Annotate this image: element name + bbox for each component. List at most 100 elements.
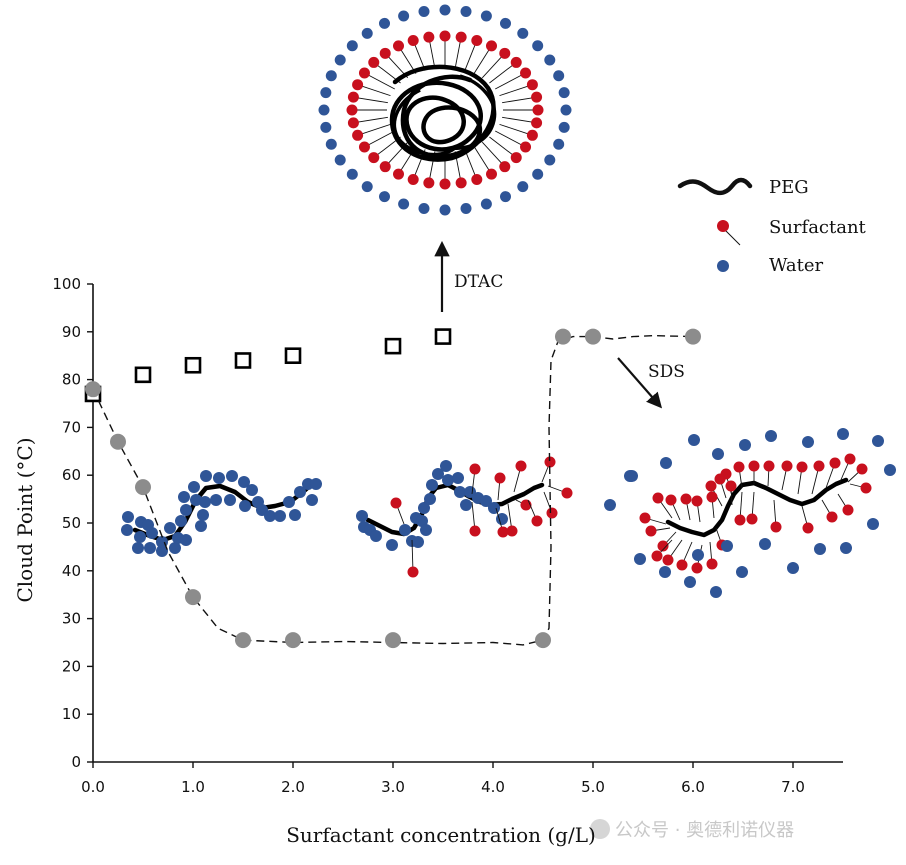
water-molecule <box>210 494 222 506</box>
surfactant-molecule <box>407 174 419 186</box>
surfactant-molecule <box>706 491 718 503</box>
water-molecule <box>200 470 212 482</box>
water-molecule <box>418 502 430 514</box>
surfactant-molecule <box>706 558 718 570</box>
water-molecule <box>712 448 724 460</box>
legend-surfactant-symbol <box>717 220 729 232</box>
water-molecule <box>224 494 236 506</box>
water-molecule <box>346 40 358 52</box>
water-molecule <box>500 191 511 203</box>
surfactant-molecule <box>486 168 497 180</box>
surfactant-molecule <box>856 463 868 475</box>
water-molecule <box>122 511 134 523</box>
surfactant-molecule <box>510 152 522 164</box>
surfactant-molecule <box>763 460 775 472</box>
surfactant-molecule <box>471 34 483 46</box>
water-molecule <box>180 534 192 546</box>
water-molecule <box>195 520 207 532</box>
surfactant-molecule <box>368 56 380 68</box>
water-molecule <box>659 566 671 578</box>
surfactant-molecule <box>455 177 467 189</box>
surfactant-molecule <box>680 493 692 505</box>
water-molecule <box>496 513 508 525</box>
water-molecule <box>320 121 332 133</box>
micelle-illustrations <box>121 4 896 598</box>
surfactant-molecule <box>497 526 509 538</box>
surfactant-molecule <box>662 554 674 566</box>
surfactant-molecule <box>842 504 854 516</box>
surfactant-molecule <box>499 161 511 173</box>
water-molecule <box>134 531 146 543</box>
water-molecule <box>532 168 544 180</box>
sds-point <box>185 589 201 606</box>
legend-water-symbol <box>717 260 729 272</box>
surfactant-molecule <box>368 152 380 164</box>
water-molecule <box>787 562 799 574</box>
legend-label-surfactant: Surfactant <box>769 217 867 238</box>
surfactant-molecule <box>347 117 359 129</box>
water-molecule <box>840 542 852 554</box>
surfactant-molecule <box>639 512 651 524</box>
surfactant-molecule <box>407 34 419 46</box>
water-molecule <box>460 499 472 511</box>
surfactant-molecule <box>813 460 825 472</box>
sds-point <box>135 479 151 496</box>
sds-point <box>585 328 601 345</box>
water-molecule <box>238 476 250 488</box>
surfactant-molecule <box>471 174 483 186</box>
surfactant-molecule <box>860 482 872 494</box>
water-molecule <box>325 138 337 150</box>
water-molecule <box>517 181 529 193</box>
water-molecule <box>460 6 472 18</box>
y-tick-label: 60 <box>62 466 81 484</box>
water-molecule <box>544 54 556 66</box>
x-tick-label: 5.0 <box>581 778 605 796</box>
surfactant-molecule-tail <box>481 141 506 167</box>
water-molecule <box>318 104 330 116</box>
surfactant-molecule <box>531 515 543 527</box>
surfactant-molecule <box>390 497 402 509</box>
peg-chain <box>132 481 315 543</box>
surfactant-molecule <box>455 31 467 43</box>
water-molecule <box>759 538 771 550</box>
water-molecule <box>246 484 258 496</box>
water-molecule <box>310 478 322 490</box>
water-molecule <box>420 524 432 536</box>
y-tick-label: 10 <box>62 705 81 723</box>
sds-point <box>110 433 126 450</box>
surfactant-molecule <box>520 141 532 153</box>
surfactant-molecule-tail <box>481 53 506 79</box>
surfactant-molecule <box>748 460 760 472</box>
x-tick-label: 4.0 <box>481 778 505 796</box>
water-molecule <box>439 4 451 16</box>
water-molecule <box>710 586 722 598</box>
surfactant-molecule <box>734 514 746 526</box>
water-molecule <box>454 486 466 498</box>
y-tick-label: 40 <box>62 562 81 580</box>
surfactant-molecule <box>439 30 451 42</box>
water-molecule <box>814 543 826 555</box>
watermark-text: 公众号 · 奥德利诺仪器 <box>615 820 794 841</box>
surfactant-molecule-tail <box>489 62 517 84</box>
water-molecule <box>274 510 286 522</box>
surfactant-molecule <box>393 168 404 180</box>
water-molecule <box>178 491 190 503</box>
water-molecule <box>692 549 704 561</box>
surfactant-molecule <box>506 525 518 537</box>
water-molecule <box>370 530 382 542</box>
water-molecule <box>180 504 192 516</box>
water-molecule <box>132 542 144 554</box>
water-molecule <box>560 104 572 116</box>
surfactant-molecule <box>829 457 841 469</box>
surfactant-molecule <box>469 525 481 537</box>
water-molecule <box>379 17 390 29</box>
water-molecule <box>739 439 751 451</box>
surfactant-molecule <box>486 40 497 52</box>
y-tick-label: 70 <box>62 418 81 436</box>
surfactant-molecule-tail <box>357 84 391 97</box>
surfactant-molecule <box>781 460 793 472</box>
water-molecule <box>553 138 565 150</box>
surfactant-molecule <box>546 507 558 519</box>
surfactant-molecule <box>657 540 669 552</box>
water-molecule <box>283 496 295 508</box>
